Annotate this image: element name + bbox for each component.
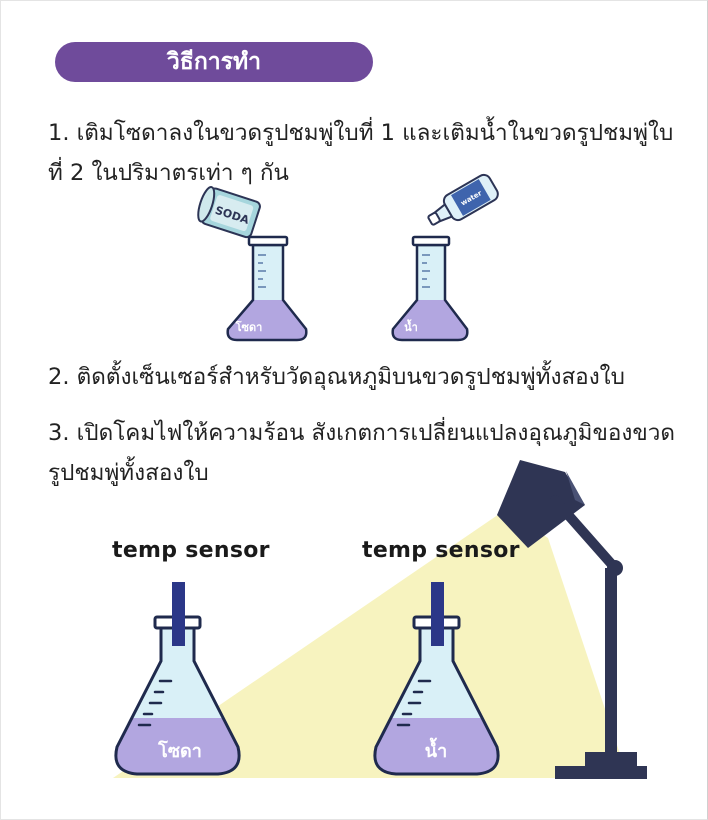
- soda-can-icon: SODA: [197, 186, 261, 239]
- soda-flask-small-label: โซดา: [235, 320, 263, 334]
- water-flask: น้ำ: [373, 582, 500, 776]
- water-flask-small: น้ำ: [391, 235, 469, 342]
- soda-flask: โซดา: [114, 582, 241, 776]
- step-1-text: 1. เติมโซดาลงในขวดรูปชมพู่ใบที่ 1 และเติ…: [48, 120, 674, 186]
- water-bottle-icon: water: [427, 173, 499, 226]
- water-flask-small-label: น้ำ: [404, 319, 418, 334]
- water-flask-label: น้ำ: [425, 737, 447, 762]
- desk-lamp-icon: [497, 460, 647, 779]
- temp-sensor-label-right: temp sensor: [362, 538, 520, 563]
- step-2-text: 2. ติดตั้งเซ็นเซอร์สำหรับวัดอุณหภูมิบนขว…: [48, 364, 625, 390]
- section-title-pill: วิธีการทำ: [55, 42, 373, 82]
- section-title: วิธีการทำ: [166, 49, 262, 75]
- soda-flask-small: โซดา: [226, 235, 308, 342]
- soda-flask-label: โซดา: [157, 740, 202, 762]
- step-3-text: 3. เปิดโคมไฟให้ความร้อน สังเกตการเปลี่ยน…: [48, 420, 675, 486]
- temp-sensor-label-left: temp sensor: [112, 538, 270, 563]
- light-beam: [113, 510, 628, 778]
